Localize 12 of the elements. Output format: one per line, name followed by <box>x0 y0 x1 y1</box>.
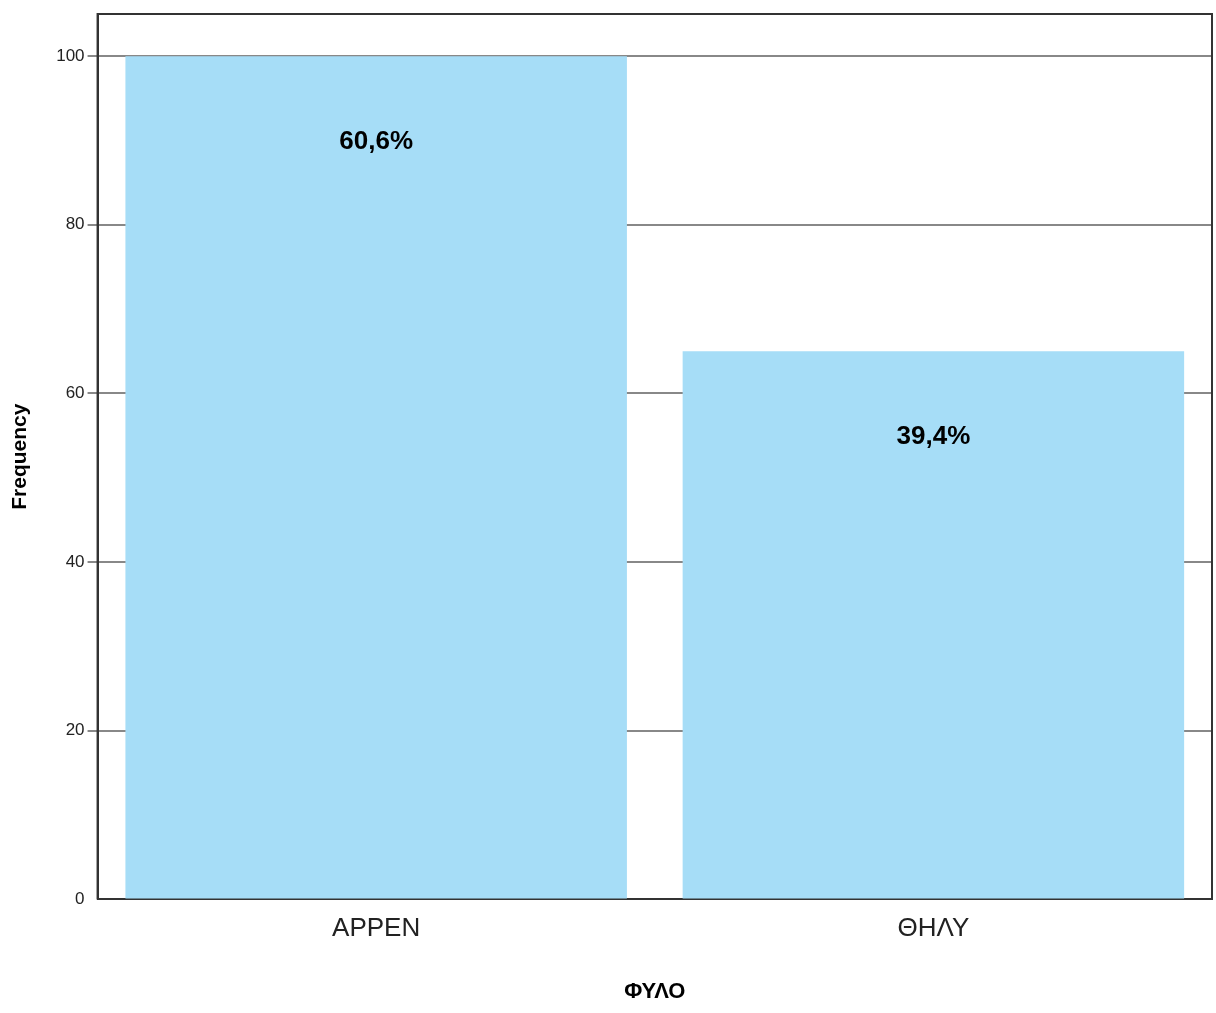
y-tick-label: 0 <box>75 889 85 909</box>
x-tick-label: ΑΡΡΕΝ <box>332 912 421 943</box>
annotation: 39,4% <box>896 420 971 451</box>
annotation: 60,6% <box>339 125 414 156</box>
x-axis-title: ΦΥΛΟ <box>624 977 686 1003</box>
y-axis-title: Frequency <box>7 403 31 510</box>
y-tick-label: 60 <box>65 383 85 403</box>
y-tick-label: 40 <box>65 551 85 571</box>
y-tick-label: 80 <box>65 214 85 234</box>
y-tick-label: 20 <box>65 720 85 740</box>
x-tick-label: ΘΗΛΥ <box>897 912 970 943</box>
y-tick-label: 100 <box>56 45 85 65</box>
